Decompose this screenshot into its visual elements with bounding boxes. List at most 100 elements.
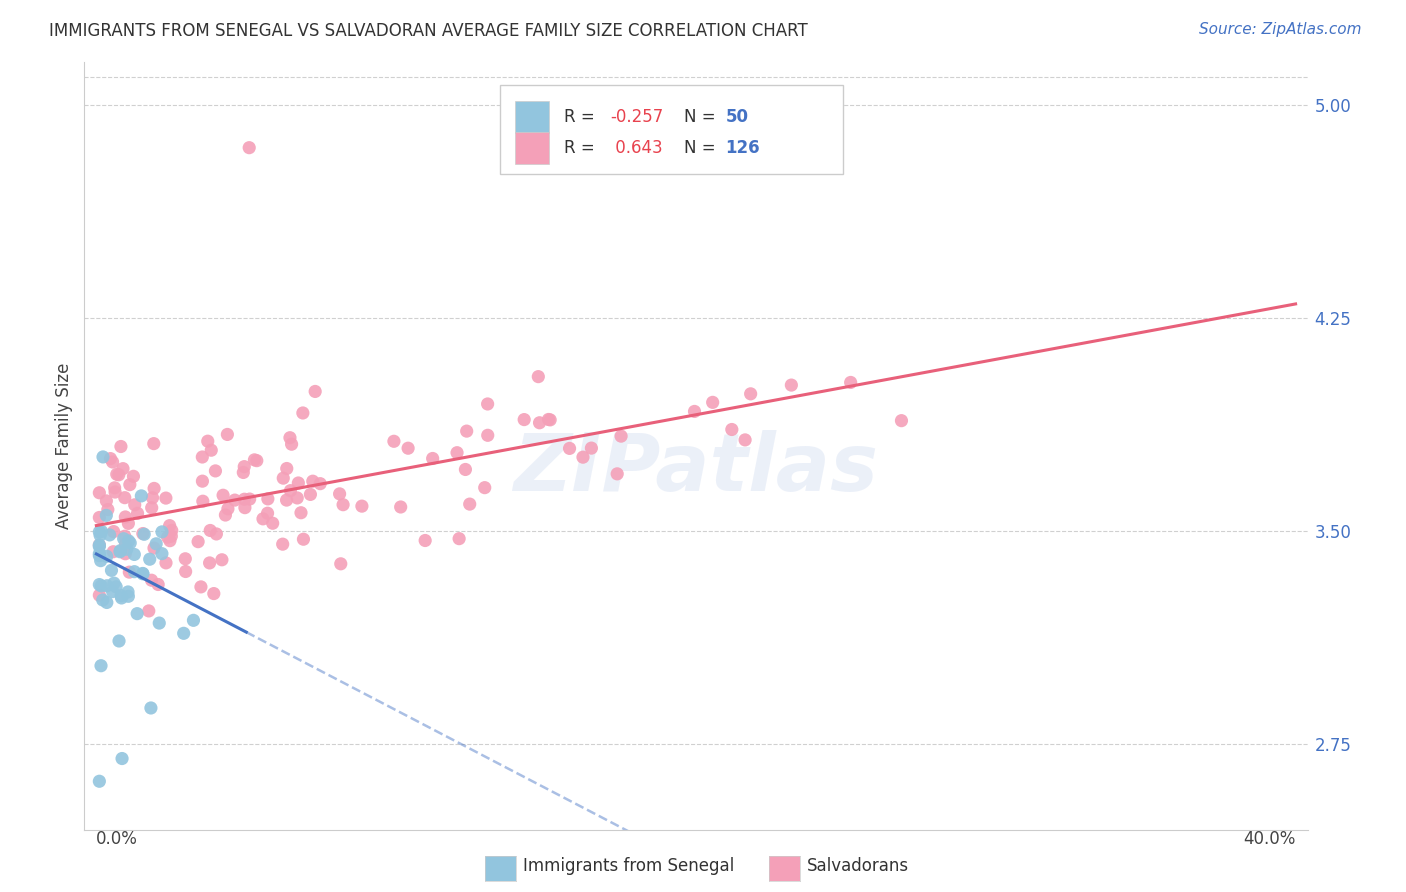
Point (276, 461, 298, 475)
Point (572, 450, 595, 465)
Point (89, 588, 111, 602)
Point (90, 579, 112, 593)
Point (449, 532, 471, 546)
Point (138, 552, 160, 566)
Point (98, 528, 121, 542)
Point (160, 529, 183, 543)
Point (96, 508, 118, 523)
Point (114, 547, 136, 561)
Text: 126: 126 (725, 139, 761, 157)
Point (132, 566, 155, 581)
Point (150, 524, 173, 539)
Point (142, 436, 165, 450)
Point (280, 437, 302, 451)
Point (299, 487, 322, 501)
Point (280, 483, 302, 498)
Point (159, 533, 181, 548)
Point (90, 524, 112, 539)
Point (477, 397, 499, 411)
Point (233, 500, 256, 515)
Point (104, 485, 127, 500)
Y-axis label: Average Family Size: Average Family Size (55, 363, 73, 529)
Point (413, 533, 436, 548)
Text: Immigrants from Senegal: Immigrants from Senegal (523, 857, 734, 875)
Text: ZIPatlas: ZIPatlas (513, 430, 879, 508)
Point (721, 422, 744, 436)
Point (91, 593, 114, 607)
Point (101, 455, 124, 469)
Point (329, 487, 352, 501)
Point (89, 524, 111, 539)
Point (90, 658, 112, 673)
Point (200, 443, 222, 458)
Point (89, 540, 111, 554)
Point (200, 524, 222, 538)
Point (285, 491, 308, 505)
FancyBboxPatch shape (515, 101, 550, 133)
Point (143, 541, 166, 555)
Point (141, 491, 163, 505)
Point (191, 474, 214, 488)
Point (131, 489, 153, 503)
Text: N =: N = (683, 108, 721, 126)
Point (205, 527, 228, 541)
Point (155, 556, 177, 570)
Point (256, 506, 278, 520)
Point (217, 501, 239, 516)
Point (474, 481, 496, 495)
Point (159, 518, 181, 533)
FancyBboxPatch shape (515, 132, 550, 164)
Point (117, 533, 139, 548)
Point (89, 774, 111, 789)
Point (132, 526, 155, 541)
Point (89, 538, 111, 552)
Point (143, 482, 166, 496)
Point (114, 537, 136, 551)
Point (90, 554, 112, 568)
Point (232, 466, 254, 480)
Point (89, 485, 111, 500)
Point (105, 467, 128, 482)
Point (513, 412, 536, 426)
Point (114, 491, 136, 505)
Point (89, 547, 111, 561)
Point (118, 565, 141, 579)
Point (117, 516, 139, 531)
Point (134, 527, 156, 541)
Point (214, 508, 236, 522)
Point (141, 573, 163, 587)
Point (160, 524, 183, 538)
Point (191, 450, 214, 464)
Point (246, 453, 269, 467)
Point (538, 413, 561, 427)
Text: 0.0%: 0.0% (97, 830, 138, 847)
Point (183, 613, 205, 627)
Point (610, 429, 633, 443)
Point (108, 545, 131, 559)
Point (96, 494, 118, 508)
Point (120, 536, 142, 550)
Point (190, 580, 212, 594)
Point (89, 549, 111, 563)
Point (100, 563, 122, 577)
Point (702, 395, 724, 409)
Point (291, 406, 314, 420)
Point (389, 500, 412, 514)
Text: 40.0%: 40.0% (1243, 830, 1295, 847)
Point (138, 604, 160, 618)
Point (108, 634, 131, 648)
Point (581, 441, 603, 455)
Point (100, 451, 122, 466)
Point (238, 141, 260, 155)
Point (191, 494, 214, 508)
Point (252, 512, 274, 526)
Point (204, 464, 226, 478)
Point (127, 506, 149, 520)
Point (141, 500, 163, 515)
Point (148, 616, 170, 631)
Point (139, 701, 162, 715)
Point (529, 416, 551, 430)
Point (96, 549, 118, 564)
Point (233, 459, 256, 474)
Point (111, 461, 134, 475)
